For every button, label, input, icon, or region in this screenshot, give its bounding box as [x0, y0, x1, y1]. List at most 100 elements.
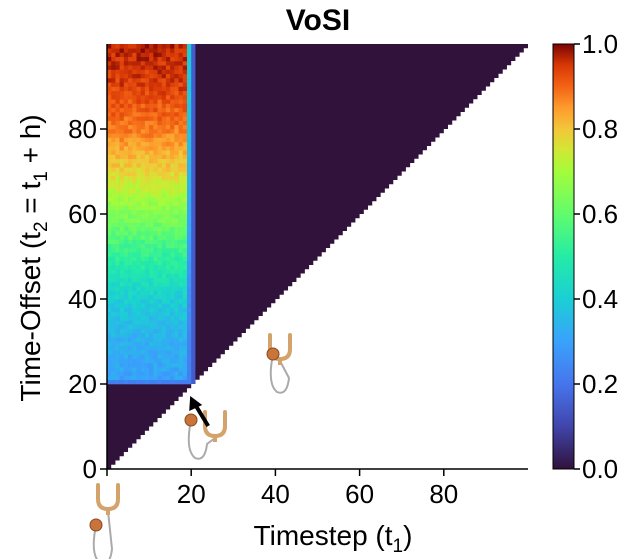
heatmap-cell: [136, 222, 141, 228]
heatmap-cell: [132, 345, 137, 351]
heatmap-cell: [132, 299, 137, 304]
heatmap-cell: [123, 307, 129, 313]
heatmap-cell: [170, 290, 175, 296]
heatmap-cell: [157, 333, 163, 338]
heatmap-cell: [174, 222, 179, 228]
heatmap-cell: [115, 56, 120, 62]
heatmap-cell: [170, 243, 175, 249]
heatmap-cell: [111, 341, 116, 347]
heatmap-cell: [186, 73, 192, 79]
heatmap-cell: [107, 78, 112, 83]
heatmap-cell: [186, 167, 192, 172]
heatmap-cell: [170, 48, 175, 53]
heatmap-cell: [144, 150, 150, 155]
heatmap-cell: [123, 328, 129, 334]
heatmap-cell: [123, 248, 129, 253]
heatmap-cell: [186, 277, 192, 283]
heatmap-cell: [140, 273, 146, 279]
heatmap-cell: [128, 345, 133, 351]
heatmap-cell: [186, 192, 192, 198]
heatmap-cell: [115, 180, 120, 185]
heatmap-cell: [149, 197, 154, 202]
heatmap-cell: [128, 146, 133, 151]
heatmap-cell: [136, 350, 141, 355]
heatmap-cell: [149, 82, 154, 87]
heatmap-cell: [149, 78, 154, 83]
heatmap-cell: [144, 171, 150, 177]
heatmap-cell: [182, 133, 188, 138]
heatmap-cell: [153, 205, 158, 211]
heatmap-cell: [153, 299, 158, 304]
heatmap-cell: [157, 124, 163, 130]
heatmap-cell: [140, 265, 146, 270]
heatmap-cell: [161, 103, 167, 109]
heatmap-cell: [123, 218, 129, 223]
heatmap-cell: [178, 286, 184, 291]
heatmap-cell: [111, 78, 116, 83]
heatmap-cell: [115, 150, 120, 155]
heatmap-cell: [144, 290, 150, 296]
heatmap-cell: [157, 44, 163, 49]
heatmap-cell: [149, 248, 154, 253]
heatmap-cell: [153, 197, 158, 202]
heatmap-cell: [111, 362, 116, 368]
heatmap-cell: [128, 375, 133, 381]
heatmap-cell: [115, 379, 120, 385]
heatmap-cell: [128, 192, 133, 198]
heatmap-cell: [186, 269, 192, 274]
heatmap-cell: [140, 290, 146, 296]
heatmap-cell: [161, 209, 167, 215]
heatmap-cell: [123, 73, 129, 79]
heatmap-cell: [119, 197, 125, 202]
heatmap-cell: [107, 371, 112, 376]
heatmap-cell: [149, 201, 154, 206]
heatmap-cell: [111, 73, 116, 79]
heatmap-cell: [182, 99, 188, 104]
heatmap-cell: [165, 180, 171, 185]
heatmap-cell: [153, 231, 158, 236]
heatmap-cell: [174, 324, 179, 330]
heatmap-cell: [149, 337, 154, 342]
heatmap-cell: [132, 44, 137, 49]
heatmap-cell: [178, 175, 184, 181]
heatmap-cell: [174, 256, 179, 262]
heatmap-cell: [182, 235, 188, 240]
heatmap-cell: [157, 371, 163, 376]
heatmap-cell: [144, 73, 150, 79]
heatmap-cell: [186, 379, 192, 385]
heatmap-cell: [123, 235, 129, 240]
heatmap-cell: [136, 197, 141, 202]
heatmap-cell: [153, 107, 158, 113]
heatmap-cell: [128, 103, 133, 109]
heatmap-cell: [161, 154, 167, 160]
heatmap-cell: [107, 286, 112, 291]
heatmap-cell: [119, 324, 125, 330]
heatmap-cell: [174, 175, 179, 181]
heatmap-cell: [144, 112, 150, 117]
heatmap-cell: [140, 44, 146, 49]
heatmap-cell: [157, 354, 163, 359]
heatmap-cell: [186, 188, 192, 194]
heatmap-cell: [170, 69, 175, 75]
heatmap-cell: [111, 350, 116, 355]
heatmap-cell: [119, 375, 125, 381]
heatmap-cell: [111, 311, 116, 317]
heatmap-cell: [111, 303, 116, 308]
heatmap-cell: [123, 371, 129, 376]
heatmap-cell: [128, 99, 133, 104]
heatmap-cell: [165, 367, 171, 372]
heatmap-cell: [174, 192, 179, 198]
heatmap-cell: [174, 231, 179, 236]
heatmap-cell: [149, 192, 154, 198]
heatmap-cell: [144, 137, 150, 143]
heatmap-cell: [182, 350, 188, 355]
heatmap-cell: [186, 52, 192, 58]
heatmap-cell: [115, 354, 120, 359]
heatmap-cell: [170, 222, 175, 228]
heatmap-cell: [153, 273, 158, 279]
heatmap-cell: [128, 95, 133, 100]
heatmap-cell: [161, 367, 167, 372]
heatmap-cell: [140, 201, 146, 206]
heatmap-cell: [107, 222, 112, 228]
